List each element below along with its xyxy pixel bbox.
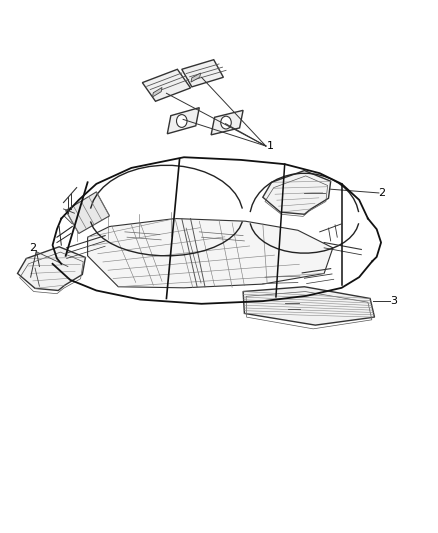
Polygon shape (66, 192, 110, 233)
Text: 2: 2 (378, 188, 385, 198)
Polygon shape (167, 108, 199, 134)
Polygon shape (243, 287, 374, 325)
Polygon shape (18, 247, 85, 290)
Text: 1: 1 (267, 141, 274, 151)
Polygon shape (88, 219, 333, 288)
Polygon shape (142, 69, 191, 101)
Polygon shape (263, 171, 331, 214)
Text: 2: 2 (29, 243, 36, 253)
Circle shape (221, 116, 231, 129)
Text: 3: 3 (390, 296, 397, 306)
Polygon shape (182, 60, 223, 87)
Polygon shape (152, 87, 162, 97)
Circle shape (177, 115, 187, 127)
Polygon shape (211, 110, 243, 135)
Polygon shape (191, 73, 201, 82)
